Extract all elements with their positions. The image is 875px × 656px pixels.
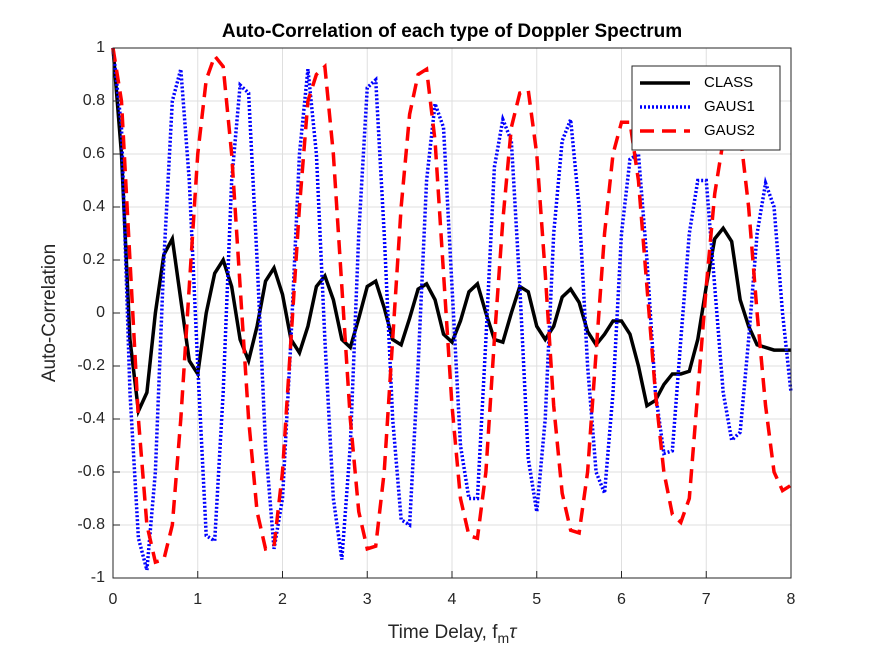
legend-label: GAUS1 xyxy=(704,98,755,115)
x-tick-label: 7 xyxy=(702,591,711,608)
x-axis-label: Time Delay, fmτ xyxy=(388,622,518,646)
y-tick-label: 0 xyxy=(96,304,105,321)
x-tick-label: 3 xyxy=(363,591,372,608)
legend-label: CLASS xyxy=(704,74,753,91)
x-tick-label: 2 xyxy=(278,591,287,608)
y-tick-label: -0.2 xyxy=(77,357,105,374)
chart-title: Auto-Correlation of each type of Doppler… xyxy=(222,21,682,42)
x-tick-label: 8 xyxy=(787,591,796,608)
legend: CLASS GAUS1 GAUS2 xyxy=(631,65,781,151)
y-tick-label: 1 xyxy=(96,39,105,56)
x-tick-label: 5 xyxy=(532,591,541,608)
ticks: 0 1 2 3 4 5 6 7 8 -1 -0.8 -0.6 -0.4 -0.2 0 0.2 0.4 0.6 0.8… xyxy=(77,39,795,608)
y-tick-label: -0.8 xyxy=(77,516,105,533)
data-line xyxy=(111,47,791,418)
y-tick-label: 0.8 xyxy=(83,92,105,109)
x-label-sub: m xyxy=(498,630,510,646)
y-axis-label: Auto-Correlation xyxy=(39,244,60,382)
y-tick-label: 0.6 xyxy=(83,145,105,162)
x-label-text: Time Delay, f xyxy=(388,622,499,643)
x-tick-label: 4 xyxy=(448,591,457,608)
lines xyxy=(111,47,793,571)
y-tick-label: -1 xyxy=(91,569,105,586)
y-tick-label: -0.4 xyxy=(77,410,105,427)
legend-label: GAUS2 xyxy=(704,122,755,139)
x-label-symbol: τ xyxy=(509,622,518,643)
x-tick-label: 0 xyxy=(109,591,118,608)
y-tick-label: 0.2 xyxy=(83,251,105,268)
x-tick-label: 1 xyxy=(193,591,202,608)
y-tick-label: -0.6 xyxy=(77,463,105,480)
y-tick-label: 0.4 xyxy=(83,198,105,215)
x-tick-label: 6 xyxy=(617,591,626,608)
